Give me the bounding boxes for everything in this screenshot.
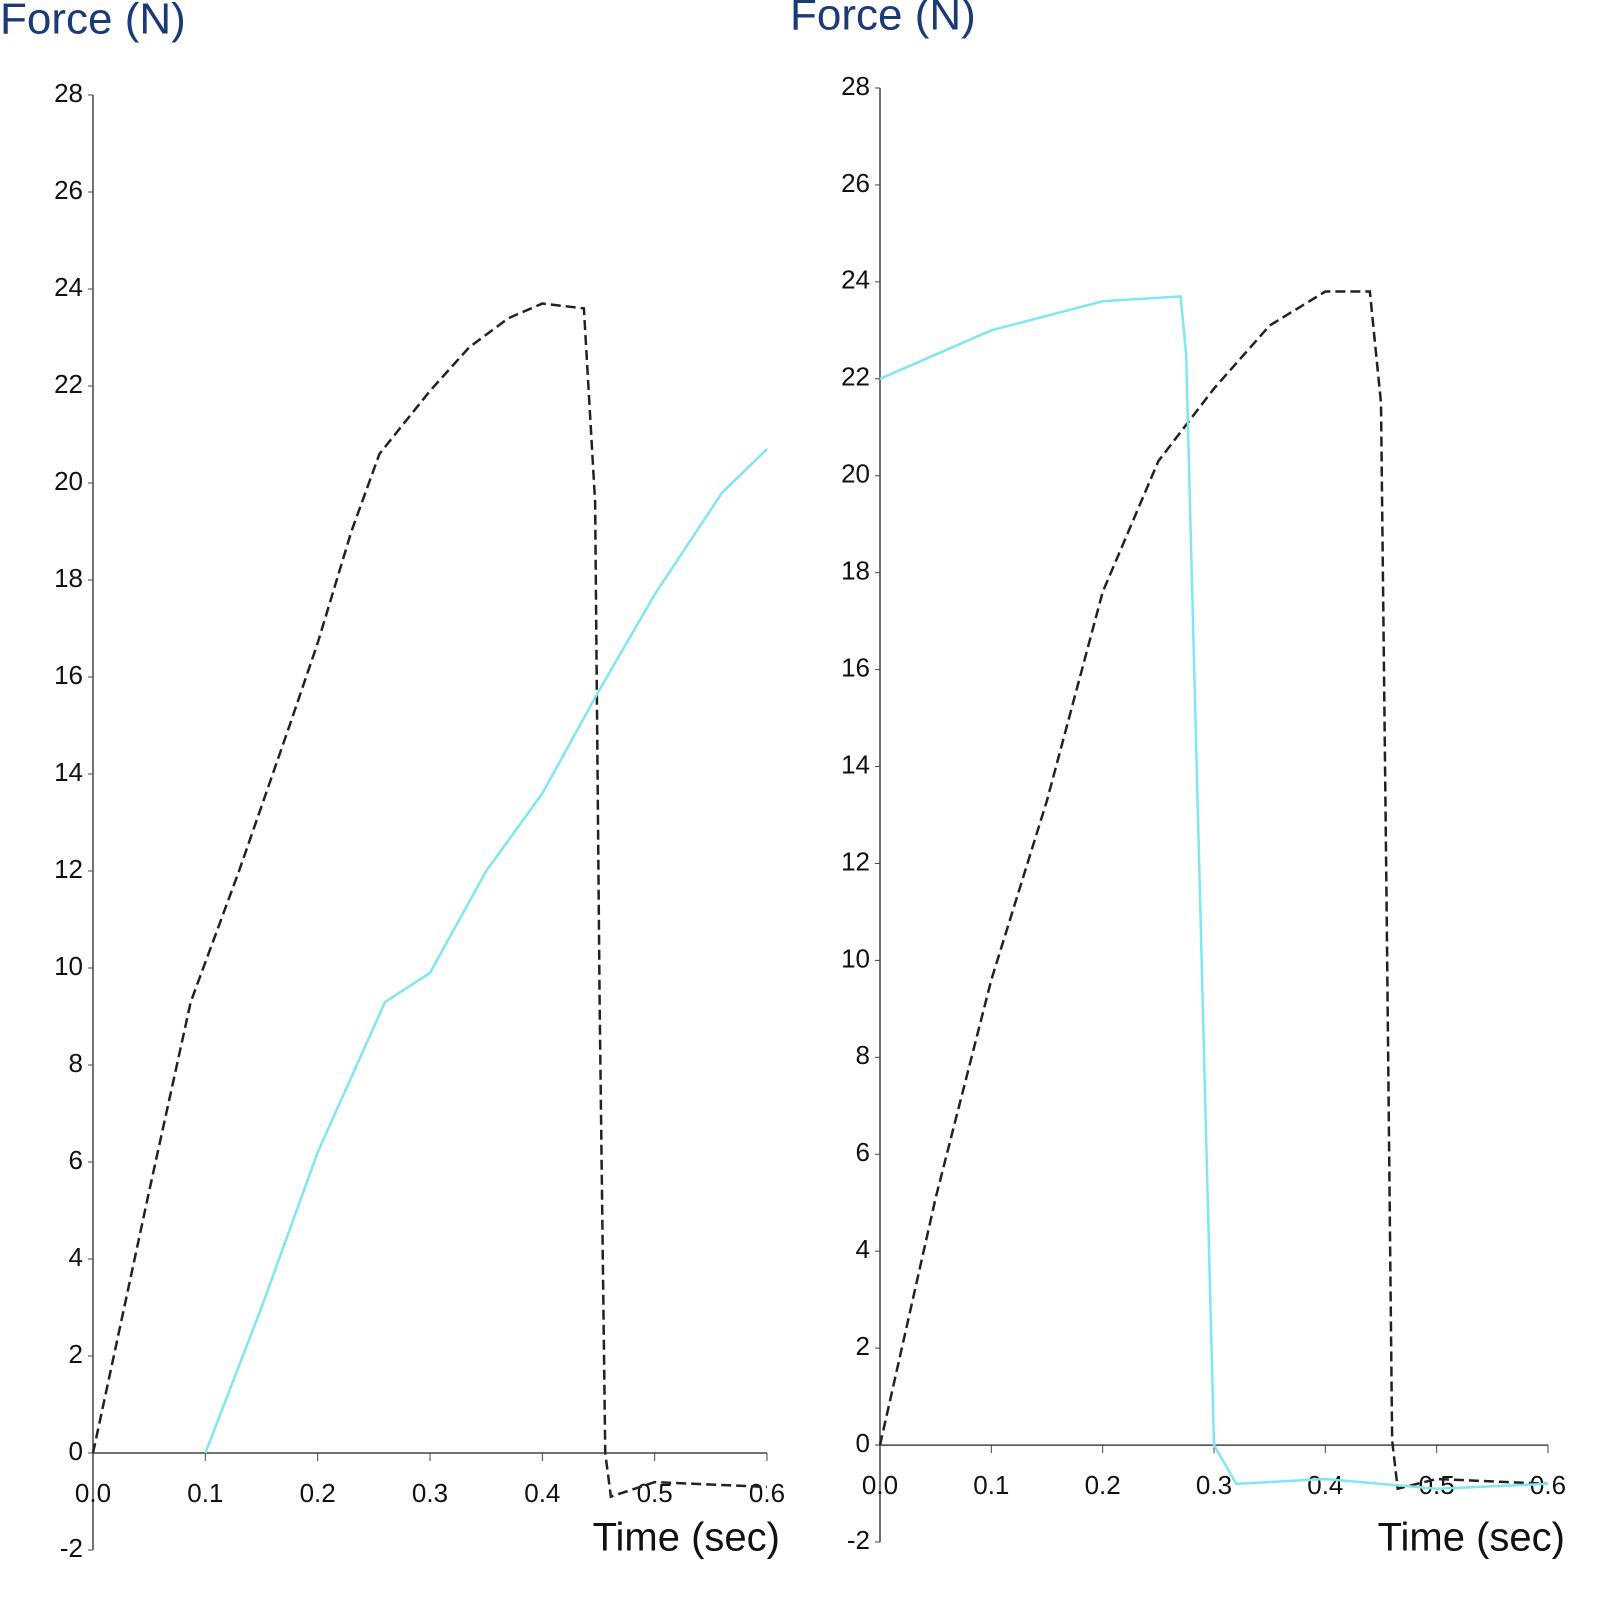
x-tick-label: 0.0 [862, 1470, 898, 1500]
y-tick-label: 12 [841, 846, 870, 876]
y-tick-label: 26 [841, 168, 870, 198]
y-tick-label: 24 [54, 272, 83, 302]
x-axis-title: Time (sec) [593, 1516, 780, 1560]
series-line [878, 290, 1549, 1491]
y-axis-title: Force (N) [790, 0, 976, 40]
y-tick-label: 24 [841, 265, 870, 295]
y-tick-label: 26 [54, 175, 83, 205]
y-tick-label: 22 [54, 369, 83, 399]
y-tick-label: 14 [841, 749, 870, 779]
x-tick-label: 0.3 [412, 1478, 448, 1508]
x-tick-label: 0.0 [75, 1478, 111, 1508]
x-tick-label: 0.5 [1419, 1470, 1455, 1500]
y-tick-label: 28 [54, 78, 83, 108]
y-tick-label: -2 [847, 1525, 870, 1555]
y-tick-label: 10 [54, 951, 83, 981]
y-tick-label: 4 [856, 1234, 870, 1264]
x-tick-label: 0.6 [749, 1478, 785, 1508]
x-tick-label: 0.3 [1196, 1470, 1232, 1500]
y-tick-label: 4 [69, 1242, 83, 1272]
y-tick-label: -2 [60, 1533, 83, 1563]
y-tick-label: 2 [69, 1339, 83, 1369]
y-tick-label: 12 [54, 854, 83, 884]
x-tick-label: 0.4 [524, 1478, 560, 1508]
y-tick-label: 20 [841, 459, 870, 489]
y-tick-label: 6 [69, 1145, 83, 1175]
y-tick-label: 8 [69, 1048, 83, 1078]
series-line [204, 448, 768, 1454]
y-tick-label: 16 [54, 660, 83, 690]
y-tick-label: 22 [841, 362, 870, 392]
y-tick-label: 20 [54, 466, 83, 496]
y-tick-label: 14 [54, 757, 83, 787]
y-tick-label: 18 [54, 563, 83, 593]
y-tick-label: 10 [841, 943, 870, 973]
y-tick-label: 2 [856, 1331, 870, 1361]
y-axis-title: Force (N) [0, 0, 186, 44]
x-tick-label: 0.1 [187, 1478, 223, 1508]
series-line [879, 295, 1549, 1490]
y-tick-label: 0 [69, 1436, 83, 1466]
y-tick-label: 6 [856, 1137, 870, 1167]
x-tick-label: 0.1 [973, 1470, 1009, 1500]
series-line [91, 302, 768, 1499]
y-tick-label: 18 [841, 556, 870, 586]
x-tick-label: 0.2 [300, 1478, 336, 1508]
x-tick-label: 0.4 [1307, 1470, 1343, 1500]
y-tick-label: 28 [841, 71, 870, 101]
x-tick-label: 0.2 [1085, 1470, 1121, 1500]
y-tick-label: 0 [856, 1428, 870, 1458]
y-tick-label: 16 [841, 652, 870, 682]
y-tick-label: 8 [856, 1040, 870, 1070]
x-axis-title: Time (sec) [1378, 1516, 1565, 1560]
